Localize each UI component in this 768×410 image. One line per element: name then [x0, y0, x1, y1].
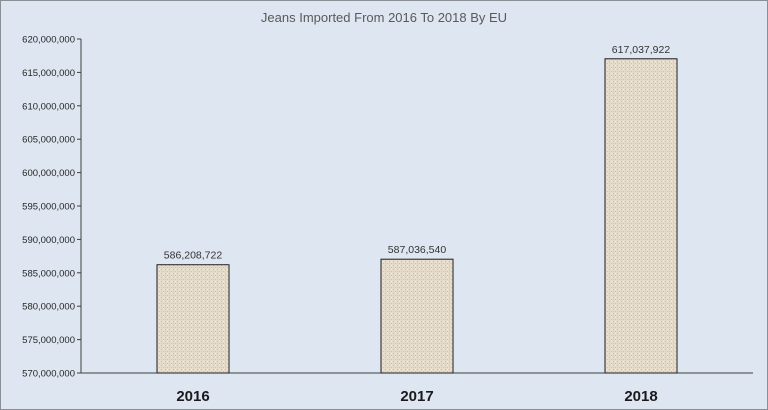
x-tick-label: 2018 [624, 388, 657, 405]
x-tick-label: 2016 [176, 388, 209, 405]
y-tick-label: 570,000,000 [22, 369, 75, 380]
y-tick-label: 585,000,000 [22, 268, 75, 279]
bar [380, 258, 454, 374]
y-tick-label: 610,000,000 [22, 101, 75, 112]
y-axis-ticks: 570,000,000 575,000,000 580,000,000 585,000… [22, 35, 81, 380]
y-tick-label: 575,000,000 [22, 335, 75, 346]
y-tick-label: 620,000,000 [22, 35, 75, 46]
x-tick-label: 2017 [400, 388, 433, 405]
labels: 586,208,722 2016 587,036,540 2017 617,037,92… [164, 44, 671, 405]
bars [156, 58, 678, 374]
y-tick-label: 590,000,000 [22, 235, 75, 246]
chart-title: Jeans Imported From 2016 To 2018 By EU [261, 10, 507, 25]
y-tick-label: 580,000,000 [22, 302, 75, 313]
y-tick-label: 595,000,000 [22, 202, 75, 213]
bar [604, 58, 678, 374]
data-label: 587,036,540 [388, 244, 447, 256]
data-label: 586,208,722 [164, 250, 223, 262]
y-tick-label: 605,000,000 [22, 135, 75, 146]
y-tick-label: 615,000,000 [22, 68, 75, 79]
y-tick-label: 600,000,000 [22, 168, 75, 179]
data-label: 617,037,922 [612, 44, 671, 56]
bar [156, 264, 230, 374]
